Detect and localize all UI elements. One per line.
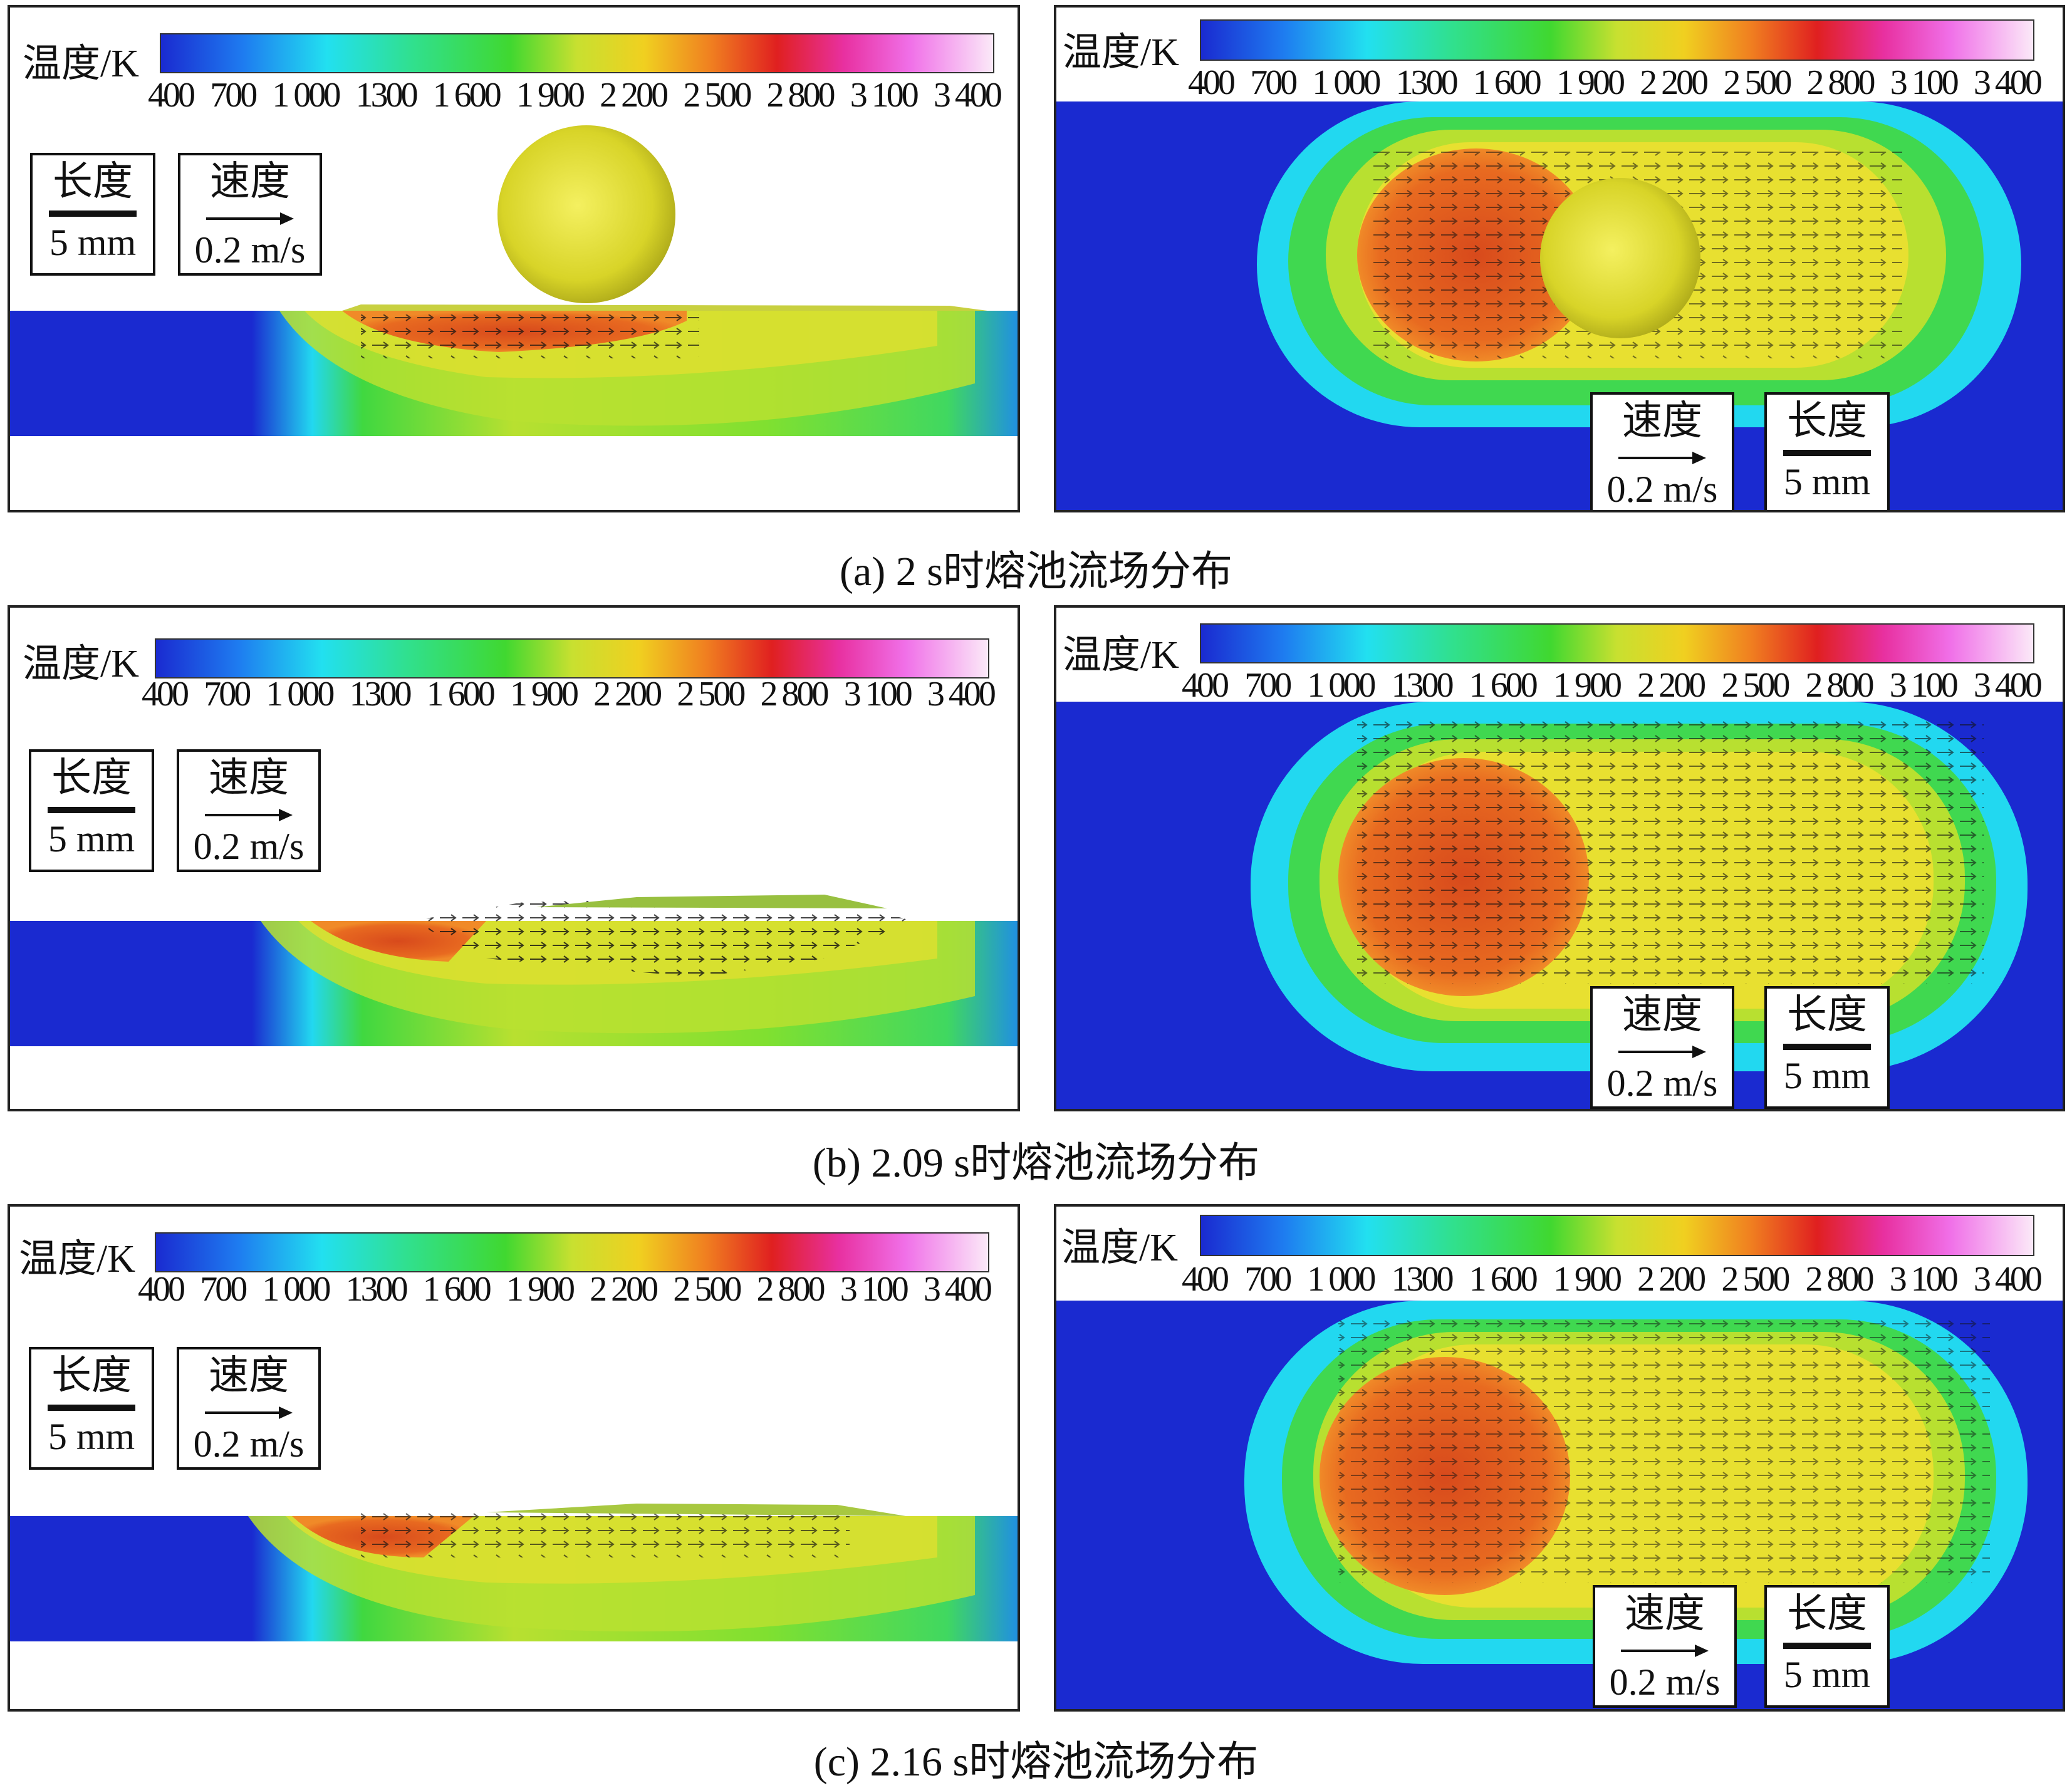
top-view-panel-a: 温度/K 400 700 1 000 1300 1 600 1 900 2 200 2 500… <box>1054 5 2065 512</box>
top-view-field-c <box>1056 1301 2063 1709</box>
colorbar-label: 温度/K <box>23 43 140 85</box>
colorbar-a1 <box>160 33 994 73</box>
arrow-right-icon <box>205 1406 293 1420</box>
side-view-panel-b: 温度/K 400 700 1 000 1300 1 600 1 900 2 200 2 500… <box>8 605 1020 1111</box>
speed-scale-box: 速度 0.2 m/s <box>1590 986 1734 1109</box>
colorbar-ticks: 400 700 1 000 1300 1 600 1 900 2 200 2 500 2 800… <box>148 76 1002 115</box>
colorbar-label: 温度/K <box>1063 31 1180 74</box>
side-view-field-b <box>10 895 1018 1109</box>
colorbar-ticks: 400 700 1 000 1300 1 600 1 900 2 200 2 500 2 800… <box>1182 666 2043 705</box>
colorbar-label: 温度/K <box>23 643 140 685</box>
colorbar-label: 温度/K <box>19 1238 136 1281</box>
colorbar-c2 <box>1056 1207 2063 1301</box>
colorbar-c1 <box>155 1232 989 1272</box>
caption-c: (c) 2.16 s时熔池流场分布 <box>813 1739 1259 1785</box>
colorbar-ticks: 400 700 1 000 1300 1 600 1 900 2 200 2 500 2 800… <box>142 675 996 714</box>
length-scale-box: 长度 5 mm <box>29 1347 154 1470</box>
length-scale-box: 长度 5 mm <box>1764 392 1890 510</box>
side-view-panel-a: 温度/K 400 700 1 000 1300 1 600 1 900 2 200 2 500… <box>8 5 1020 512</box>
top-view-field-a <box>1056 101 2063 510</box>
arrow-right-icon <box>1621 1644 1709 1658</box>
caption-a: (a) 2 s时熔池流场分布 <box>840 549 1232 595</box>
side-view-field-c <box>10 1504 1018 1709</box>
colorbar-ticks: 400 700 1 000 1300 1 600 1 900 2 200 2 500 2 800… <box>138 1270 992 1309</box>
speed-scale-box: 速度 0.2 m/s <box>1590 392 1734 510</box>
caption-b: (b) 2.09 s时熔池流场分布 <box>812 1140 1260 1186</box>
length-scale-box: 长度 5 mm <box>1764 986 1890 1109</box>
colorbar-ticks: 400 700 1 000 1300 1 600 1 900 2 200 2 500 2 800… <box>1182 1260 2043 1299</box>
colorbar-b1 <box>155 638 989 678</box>
colorbar-a2 <box>1056 8 2063 101</box>
colorbar-b2 <box>1056 608 2063 702</box>
arrow-right-icon <box>205 808 293 822</box>
colorbar-label: 温度/K <box>1061 1227 1179 1269</box>
colorbar-ticks: 400 700 1 000 1300 1 600 1 900 2 200 2 500 2 800… <box>1188 63 2043 102</box>
arrow-right-icon <box>1618 451 1706 465</box>
top-view-panel-c: 温度/K 400 700 1 000 1300 1 600 1 900 2 200 2 500… <box>1054 1204 2065 1712</box>
length-scale-box: 长度 5 mm <box>1764 1585 1890 1708</box>
side-view-field-a <box>10 125 1018 510</box>
side-view-panel-c: 温度/K 400 700 1 000 1300 1 600 1 900 2 200 2 500… <box>8 1204 1020 1712</box>
top-view-field-b <box>1056 702 2063 1109</box>
speed-scale-box: 速度 0.2 m/s <box>178 153 322 276</box>
length-scale-box: 长度 5 mm <box>30 153 155 276</box>
arrow-right-icon <box>1618 1045 1706 1059</box>
arrow-right-icon <box>206 212 294 226</box>
top-view-panel-b: 温度/K 400 700 1 000 1300 1 600 1 900 2 200 2 500… <box>1054 605 2065 1111</box>
speed-scale-box: 速度 0.2 m/s <box>177 1347 321 1470</box>
colorbar-label: 温度/K <box>1063 634 1180 677</box>
speed-scale-box: 速度 0.2 m/s <box>177 749 321 872</box>
length-scale-box: 长度 5 mm <box>29 749 154 872</box>
speed-scale-box: 速度 0.2 m/s <box>1593 1585 1737 1708</box>
